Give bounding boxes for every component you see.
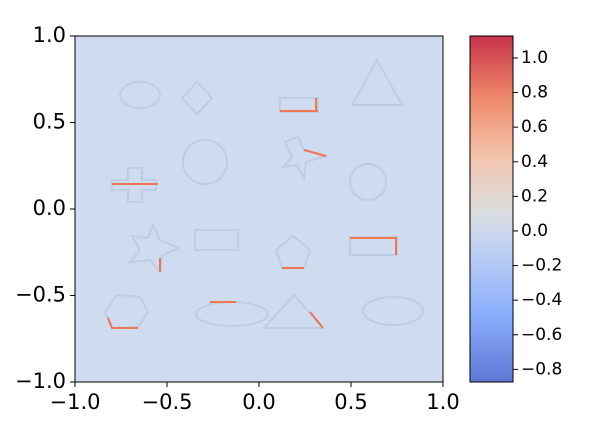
image-shapes bbox=[103, 57, 424, 330]
colorbar-tick-label: −0.8 bbox=[521, 359, 562, 379]
heatmap-image bbox=[75, 36, 443, 382]
x-tick-label: −1.0 bbox=[50, 390, 101, 414]
colorbar-tick-label: 0.8 bbox=[521, 83, 548, 103]
y-tick-label: 0.0 bbox=[33, 196, 66, 220]
x-tick-label: 0.0 bbox=[242, 390, 275, 414]
colorbar-tick-label: −0.4 bbox=[521, 290, 562, 310]
colorbar-tick-label: 0.6 bbox=[521, 117, 548, 137]
x-tick-label: 0.5 bbox=[334, 390, 367, 414]
y-tick-label: −1.0 bbox=[15, 369, 66, 393]
colorbar-tick-label: −0.6 bbox=[521, 325, 562, 345]
y-tick-label: −0.5 bbox=[15, 283, 66, 307]
colorbar-tick-label: 0.4 bbox=[521, 152, 548, 172]
x-tick-label: 1.0 bbox=[426, 390, 459, 414]
y-tick-label: 0.5 bbox=[33, 110, 66, 134]
x-tick-label: −0.5 bbox=[142, 390, 193, 414]
colorbar-tick-label: −0.2 bbox=[521, 256, 562, 276]
colorbar bbox=[469, 35, 514, 383]
colorbar-tick-label: 0.2 bbox=[521, 186, 548, 206]
colorbar-tick-label: 1.0 bbox=[521, 48, 548, 68]
colorbar-tick-label: 0.0 bbox=[521, 221, 548, 241]
y-tick-label: 1.0 bbox=[33, 23, 66, 47]
